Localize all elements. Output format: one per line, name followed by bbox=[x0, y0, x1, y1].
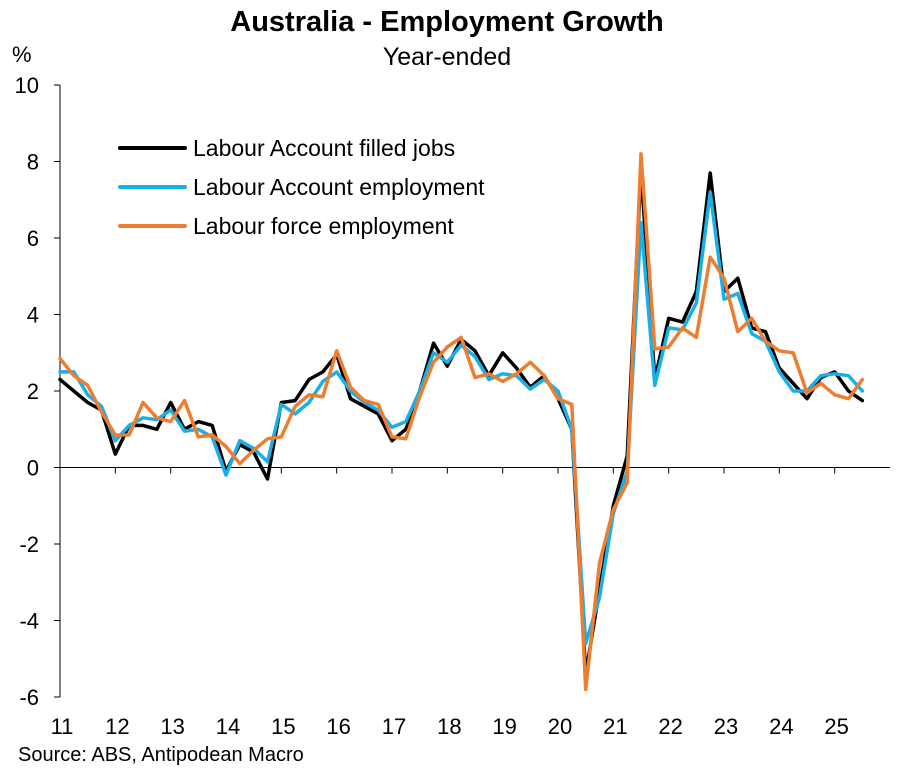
x-tick-label: 25 bbox=[824, 714, 848, 739]
y-tick-label: 2 bbox=[27, 379, 39, 404]
legend-label-labour-account-filled-jobs: Labour Account filled jobs bbox=[193, 135, 455, 161]
y-tick-label: -2 bbox=[19, 532, 39, 557]
legend-label-labour-force-employment: Labour force employment bbox=[193, 213, 454, 239]
series-lines bbox=[58, 152, 865, 692]
x-tick-label: 18 bbox=[437, 714, 461, 739]
legend: Labour Account filled jobs Labour Account… bbox=[118, 135, 485, 239]
x-tick-label: 12 bbox=[105, 714, 129, 739]
x-tick-label: 24 bbox=[769, 714, 793, 739]
y-tick-label: 6 bbox=[27, 226, 39, 251]
x-tick-label: 14 bbox=[216, 714, 240, 739]
x-tick-label: 22 bbox=[658, 714, 682, 739]
x-tick-label: 21 bbox=[603, 714, 627, 739]
y-tick-label: -6 bbox=[19, 685, 39, 710]
x-tick-label: 13 bbox=[160, 714, 184, 739]
x-tick-label: 19 bbox=[492, 714, 516, 739]
chart-title: Australia - Employment Growth bbox=[230, 6, 664, 38]
x-tick-label: 16 bbox=[326, 714, 350, 739]
series-line-labour-force-employment bbox=[58, 152, 865, 692]
x-tick-label: 11 bbox=[51, 714, 74, 739]
x-tick-label: 20 bbox=[548, 714, 572, 739]
series-line-labour-account-filled-jobs bbox=[58, 167, 865, 676]
x-tick-label: 15 bbox=[271, 714, 295, 739]
y-tick-label: 8 bbox=[27, 150, 39, 175]
x-tick-label: 23 bbox=[714, 714, 738, 739]
y-axis-unit-label: % bbox=[12, 42, 32, 67]
legend-label-labour-account-employment: Labour Account employment bbox=[193, 174, 485, 200]
chart-subtitle: Year-ended bbox=[382, 43, 512, 71]
y-tick-label: 4 bbox=[27, 303, 39, 328]
y-tick-label: 0 bbox=[27, 456, 39, 481]
source-note: Source: ABS, Antipodean Macro bbox=[18, 744, 304, 766]
y-tick-label: -4 bbox=[19, 609, 39, 634]
y-tick-label: 10 bbox=[15, 73, 39, 98]
x-tick-label: 17 bbox=[382, 714, 406, 739]
